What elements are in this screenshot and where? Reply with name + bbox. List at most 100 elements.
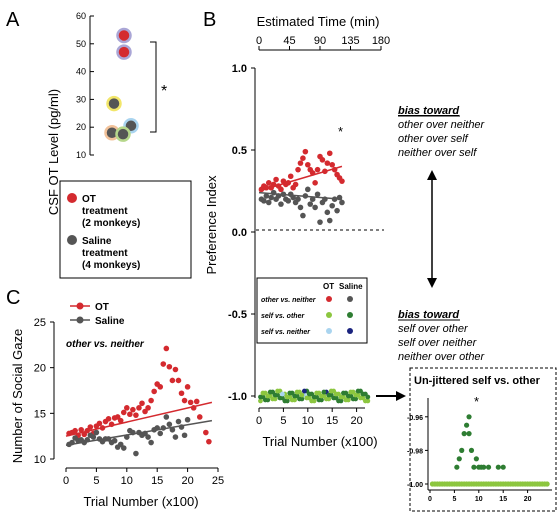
inset-x-tick-label: 0 (428, 496, 432, 503)
panel-c-saline-point (181, 432, 188, 439)
panel-b-self-vs-other-point (299, 392, 305, 398)
panel-b-top-tick-label: 180 (372, 35, 390, 47)
panel-b-saline-point (263, 193, 270, 199)
panel-b-self-vs-other-point (304, 395, 310, 401)
bias-bottom-heading: bias toward (398, 309, 459, 321)
panel-c-ot-point (160, 361, 167, 367)
inset-y-tick-label: -0.96 (407, 415, 423, 422)
panel-b-x-tick-label: 10 (302, 415, 314, 427)
panel-b-ot-point (339, 178, 345, 184)
inset-points (429, 414, 550, 487)
panel-b-y-tick-label: -0.5 (228, 309, 247, 321)
panel-c-ot-point (178, 390, 185, 397)
panel-b-self-vs-other-point (289, 397, 295, 403)
panel-b-y-ticks: 1.0 0.5 0.0 -0.5 -1.0 (228, 63, 255, 403)
panel-b-self-vs-other-point (358, 395, 363, 401)
panel-c-y-tick-label: 10 (34, 454, 46, 466)
panel-c-x-tick-label: 0 (63, 475, 69, 487)
panel-b: Estimated Time (min) 0 45 90 135 180 Prefere… (204, 14, 390, 449)
panel-b-self-vs-other-point (267, 389, 273, 395)
panel-b-x-tick-label: 0 (256, 415, 262, 427)
panel-b-x-tick-label: 5 (280, 415, 286, 427)
legend-a-saline-line2: treatment (82, 248, 128, 259)
panel-c-x-tick-label: 10 (121, 475, 133, 487)
inset-saline-point (454, 464, 460, 470)
inset-y-tick-label: -1.00 (407, 482, 423, 489)
panel-c-saline-point (145, 434, 151, 440)
panel-b-self-vs-other-point (348, 389, 354, 395)
panel-b-saline-point (305, 186, 311, 193)
panel-c-saline-trend-line (65, 419, 213, 447)
panel-b-self-vs-other-point (309, 398, 315, 404)
panel-b-ot-point (324, 160, 331, 166)
panel-c-ot-point (124, 405, 130, 411)
panel-c-ot-point (181, 397, 188, 404)
inset-saline-point (485, 464, 492, 470)
panel-c-saline-point (169, 426, 176, 433)
bias-bottom-line-2: self over neither (398, 337, 478, 349)
panel-b-saline-point (265, 199, 272, 206)
panel-b-self-vs-other-point (331, 395, 337, 401)
panel-a-y-tick-label: 20 (76, 122, 86, 132)
panel-b-self-vs-other-point (260, 390, 266, 396)
panel-b-self-vs-other-point (341, 390, 346, 396)
panel-b-self-vs-other-point (277, 395, 283, 401)
legend-a-saline-line3: (4 monkeys) (82, 260, 140, 271)
panel-b-self-vs-other-point (311, 394, 317, 400)
panel-b-ot-point (312, 180, 318, 186)
panel-b-self-vs-other-point (262, 397, 268, 403)
inset-saline-point (456, 456, 462, 462)
panel-a-y-tick-label: 10 (76, 150, 86, 160)
panel-b-ot-point (319, 157, 326, 163)
panel-b-self-vs-other-point (297, 396, 302, 402)
panel-b-self-vs-other-point (338, 394, 344, 400)
panel-c-saline-point (172, 434, 179, 440)
panel-b-ot-point (297, 160, 304, 166)
panel-a-y-tick-label: 40 (76, 67, 86, 77)
panel-b-self-vs-other-point (301, 388, 307, 394)
panel-b-ot-point (278, 186, 284, 193)
panel-b-self-vs-other-point (316, 397, 322, 403)
inset-saline-point (471, 464, 477, 470)
panel-c-ot-point (117, 417, 124, 424)
panel-b-self-vs-other-point (343, 397, 349, 403)
panel-c-ot-point (172, 366, 179, 373)
panel-c-saline-point (120, 445, 127, 451)
legend-b-row-2-saline-marker (347, 312, 353, 318)
panel-c-ot-point (187, 399, 194, 406)
legend-c-ot-label: OT (95, 302, 109, 313)
inset-saline-point (464, 422, 470, 428)
panel-b-x-tick-label: 15 (326, 415, 338, 427)
panel-b-self-vs-other-point (355, 388, 361, 394)
inset-saline-point (473, 456, 479, 462)
inset-saline-point (500, 464, 506, 470)
panel-b-saline-point (307, 201, 314, 207)
inset-saline-point (461, 431, 467, 437)
panel-c-ot-point (184, 384, 191, 390)
inset-y-ticks: -0.96 -0.98 -1.00 (407, 415, 428, 489)
bias-bottom-annotation: bias toward self over other self over ne… (398, 309, 486, 363)
panel-a: CSF OT Level (pg/ml) 10 20 30 40 50 60 * OT t… (46, 11, 192, 279)
panel-b-self-vs-other-point (328, 388, 334, 394)
panel-c-saline-point (175, 418, 182, 425)
legend-a-ot: OT treatment (2 monkeys) (67, 193, 140, 229)
panel-b-x-ticks: 0 5 10 15 20 (256, 408, 363, 427)
panel-b-top-tick-label: 90 (314, 35, 326, 47)
panel-b-ot-point (273, 176, 279, 183)
panel-c-x-tick-label: 20 (181, 475, 193, 487)
legend-b-row-1-saline-marker (347, 296, 353, 302)
panel-b-x-axis-label: Trial Number (x100) (262, 434, 377, 449)
panel-b-self-vs-other-point (265, 393, 271, 399)
panel-b-self-vs-other-point (270, 396, 276, 402)
panel-c-saline-point (90, 434, 97, 440)
panel-c-x-tick-label: 5 (93, 475, 99, 487)
panel-c-ot-point (136, 405, 142, 411)
panel-b-self-vs-other-point (284, 394, 290, 400)
panel-b-self-vs-other-point (326, 392, 332, 398)
legend-a-saline: Saline treatment (4 monkeys) (67, 235, 140, 271)
panel-letter-b: B (203, 9, 216, 31)
inset-saline-point (481, 464, 487, 470)
panel-b-top-tick-label: 0 (256, 35, 262, 47)
panel-b-self-vs-other-point (287, 390, 293, 396)
